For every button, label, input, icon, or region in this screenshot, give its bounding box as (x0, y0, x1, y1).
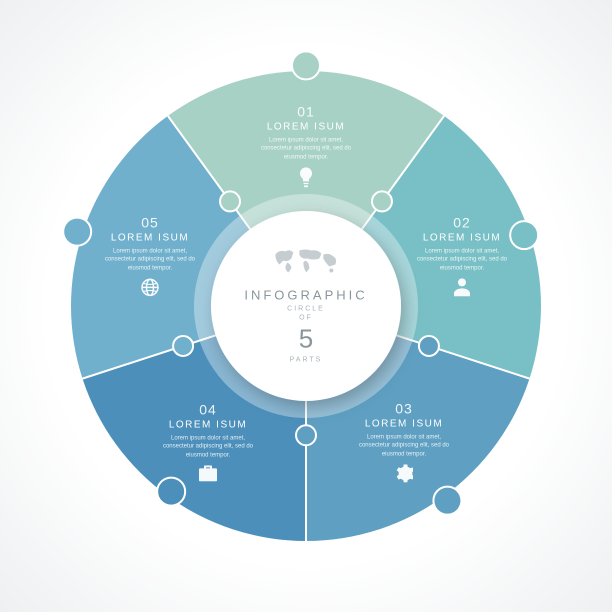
center-content: INFOGRAPHIC CIRCLE OF 5 PARTS (244, 247, 367, 366)
puzzle-knob-radial (419, 336, 439, 356)
puzzle-knob-radial (296, 425, 316, 445)
infographic-stage: 01 LOREM ISUM Lorem ipsum dolor sit amet… (0, 0, 612, 612)
center-sub2: OF (244, 315, 367, 322)
world-map-icon (244, 247, 367, 280)
puzzle-knob-radial (372, 191, 392, 211)
puzzle-knob-outer (63, 218, 91, 246)
puzzle-knob-outer (157, 478, 185, 506)
puzzle-knob-radial (220, 191, 240, 211)
center-sub1: CIRCLE (244, 306, 367, 313)
puzzle-knob-outer (510, 221, 538, 249)
center-number: 5 (244, 324, 367, 355)
puzzle-knob-radial (173, 336, 193, 356)
center-sub3: PARTS (244, 357, 367, 364)
puzzle-knob-outer (433, 487, 461, 515)
puzzle-knob-outer (292, 51, 320, 79)
center-title: INFOGRAPHIC (244, 288, 367, 303)
